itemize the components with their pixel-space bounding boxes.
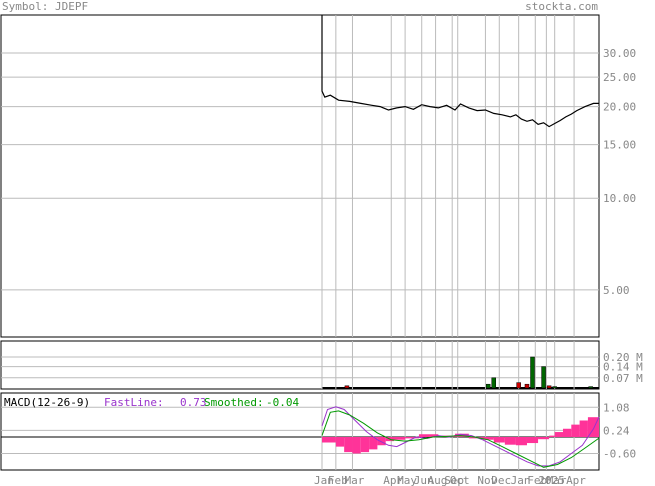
x-axis-label: Jan <box>314 474 334 486</box>
price-grid <box>1 52 599 291</box>
x-axis-label: Jan <box>511 474 531 486</box>
volume-panel <box>0 340 600 390</box>
x-axis-label: Oct <box>450 474 470 486</box>
macd-histogram-bar <box>369 437 378 450</box>
price-line <box>321 15 599 128</box>
x-axis-label: Sep <box>444 474 464 486</box>
macd-lines <box>321 406 600 468</box>
x-axis-label: Aug <box>428 474 448 486</box>
symbol-label: Symbol: JDEPF <box>2 0 88 13</box>
volume-bar <box>524 383 530 389</box>
volume-bar <box>588 386 593 389</box>
volume-tick-label: 0.20 M <box>603 351 643 364</box>
price-tick-label: 30.00 <box>603 47 636 60</box>
price-series <box>321 15 599 128</box>
x-axis-label: May <box>397 474 417 486</box>
macd-histogram-bar <box>554 432 563 437</box>
macd-histogram-bar <box>493 437 505 443</box>
macd-histogram-bar <box>335 437 345 447</box>
macd-histogram-bar <box>377 437 386 446</box>
x-axis-label: Apr <box>383 474 403 486</box>
macd-histogram-bar <box>405 437 419 439</box>
macd-title: MACD(12-26-9) <box>4 396 90 409</box>
macd-smooth-line <box>321 410 600 468</box>
macd-grid <box>1 406 599 454</box>
volume-bar <box>546 385 552 389</box>
macd-histogram-bar <box>504 437 516 445</box>
macd-histogram-bar <box>526 437 539 444</box>
fastline-value: 0.73 <box>180 396 207 409</box>
macd-histogram-bar <box>571 424 580 437</box>
month-gridlines <box>321 15 575 470</box>
price-tick-label: 15.00 <box>603 139 636 152</box>
macd-histogram-bar <box>538 437 550 440</box>
volume-bar <box>530 356 535 389</box>
macd-panel <box>0 392 600 471</box>
macd-histogram-bar <box>562 428 572 437</box>
volume-bar <box>344 385 350 389</box>
volume-bar <box>491 377 496 389</box>
price-tick-label: 25.00 <box>603 71 636 84</box>
fastline-label: FastLine: <box>104 396 164 409</box>
volume-axis: 0.20 M0.14 M0.07 M <box>603 351 643 385</box>
macd-histogram-bar <box>549 435 555 437</box>
x-axis-label: Feb <box>328 474 348 486</box>
macd-histogram-bar <box>394 437 406 440</box>
macd-tick-label: 0.24 <box>603 424 630 437</box>
volume-bar <box>541 366 546 389</box>
macd-histogram-bar <box>418 434 439 437</box>
macd-tick-label: 1.08 <box>603 401 630 414</box>
macd-histogram-bar <box>482 437 494 440</box>
price-tick-label: 5.00 <box>603 284 630 297</box>
x-axis-label: Apr <box>566 474 586 486</box>
macd-histogram-bar <box>515 437 527 446</box>
brand-label: stockta.com <box>525 0 598 13</box>
macd-tick-label: -0.60 <box>603 448 636 461</box>
volume-tick-label: 0.14 M <box>603 361 643 374</box>
price-axis: 30.00 25.00 20.00 15.00 10.00 5.00 <box>603 47 636 297</box>
price-tick-label: 20.00 <box>603 101 636 114</box>
macd-axis: 1.08 0.24 -0.60 <box>603 401 636 460</box>
volume-tick-label: 0.07 M <box>603 372 643 385</box>
x-axis-label: Feb <box>527 474 547 486</box>
volume-bars <box>344 356 593 389</box>
x-axis-label: Dec <box>491 474 511 486</box>
macd-histogram-bar <box>322 437 336 443</box>
x-axis-label: Mar <box>344 474 364 486</box>
macd-histogram <box>322 417 599 454</box>
macd-histogram-bar <box>352 437 361 454</box>
macd-histogram-bar <box>360 437 370 453</box>
macd-histogram-bar <box>587 417 599 437</box>
x-axis-label: Nov <box>477 474 497 486</box>
x-axis-label: 2025 <box>538 474 565 486</box>
volume-bar <box>552 386 557 389</box>
smoothed-label: Smoothed: <box>204 396 264 409</box>
price-tick-label: 10.00 <box>603 192 636 205</box>
volume-bar <box>516 382 521 389</box>
x-axis-label: Mar <box>547 474 567 486</box>
x-axis-label: Jun <box>414 474 434 486</box>
smoothed-value: -0.04 <box>266 396 299 409</box>
volume-bar <box>485 383 491 389</box>
volume-grid <box>1 356 599 389</box>
macd-histogram-bar <box>579 420 588 437</box>
price-panel <box>0 14 600 338</box>
macd-histogram-bar <box>344 437 353 453</box>
